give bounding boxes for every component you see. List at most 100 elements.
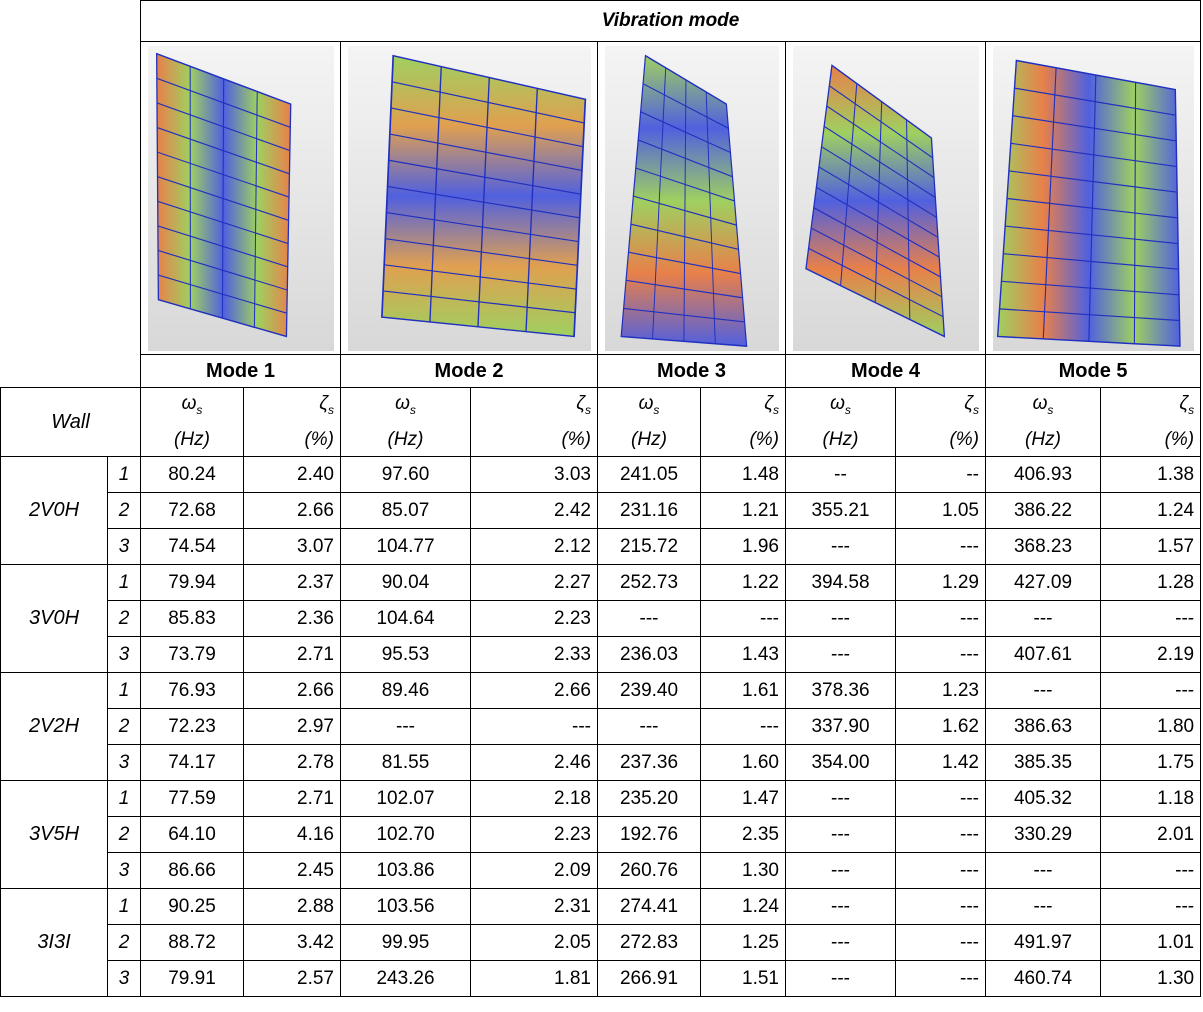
frequency-value: 80.24 (141, 457, 244, 493)
column-header: ζs(%) (244, 388, 341, 457)
damping-value: 1.21 (701, 493, 786, 529)
damping-value: 1.60 (701, 745, 786, 781)
frequency-value: -- (786, 457, 896, 493)
frequency-value: 90.04 (341, 565, 471, 601)
damping-value: 1.80 (1101, 709, 1201, 745)
frequency-value: 88.72 (141, 925, 244, 961)
damping-value: 2.27 (471, 565, 598, 601)
specimen-index: 3 (108, 529, 141, 565)
subscript: s (585, 403, 591, 417)
symbol: ω (1033, 393, 1048, 414)
frequency-value: 85.83 (141, 601, 244, 637)
damping-value: 2.18 (471, 781, 598, 817)
damping-value: 2.45 (244, 853, 341, 889)
frequency-value: 77.59 (141, 781, 244, 817)
damping-value: 1.29 (896, 565, 986, 601)
damping-value: 2.78 (244, 745, 341, 781)
symbol: ω (830, 393, 845, 414)
damping-value: 1.96 (701, 529, 786, 565)
frequency-value: 385.35 (986, 745, 1101, 781)
specimen-index: 1 (108, 889, 141, 925)
frequency-value: 97.60 (341, 457, 471, 493)
frequency-value: 241.05 (598, 457, 701, 493)
frequency-value: 76.93 (141, 673, 244, 709)
specimen-index: 2 (108, 925, 141, 961)
damping-value: 1.24 (701, 889, 786, 925)
column-header: ωs(Hz) (986, 388, 1101, 457)
subscript: s (773, 403, 779, 417)
damping-value: 2.35 (701, 817, 786, 853)
frequency-value: 104.64 (341, 601, 471, 637)
frequency-value: 72.68 (141, 493, 244, 529)
damping-value: 2.09 (471, 853, 598, 889)
damping-value: 1.23 (896, 673, 986, 709)
subscript: s (1188, 403, 1194, 417)
title-row: Vibration mode (1, 1, 1201, 42)
damping-value: 2.40 (244, 457, 341, 493)
frequency-value: 368.23 (986, 529, 1101, 565)
damping-value: --- (896, 637, 986, 673)
column-header: ωs(Hz) (341, 388, 471, 457)
unit: (%) (304, 429, 334, 450)
symbol: ζ (964, 393, 973, 414)
mode-label: Mode 5 (986, 355, 1201, 388)
damping-value: 2.66 (471, 673, 598, 709)
frequency-value: 102.70 (341, 817, 471, 853)
damping-value: 3.03 (471, 457, 598, 493)
frequency-value: 243.26 (341, 961, 471, 997)
damping-value: --- (1101, 853, 1201, 889)
damping-value: --- (896, 925, 986, 961)
wall-header: Wall (1, 388, 141, 457)
frequency-value: 355.21 (786, 493, 896, 529)
wall-name: 3V0H (1, 565, 108, 673)
frequency-value: 330.29 (986, 817, 1101, 853)
frequency-value: --- (986, 889, 1101, 925)
damping-value: 4.16 (244, 817, 341, 853)
damping-value: --- (896, 817, 986, 853)
damping-value: 1.28 (1101, 565, 1201, 601)
frequency-value: 99.95 (341, 925, 471, 961)
frequency-value: 103.86 (341, 853, 471, 889)
damping-value: --- (896, 961, 986, 997)
frequency-value: --- (986, 853, 1101, 889)
frequency-value: 378.36 (786, 673, 896, 709)
damping-value: 2.88 (244, 889, 341, 925)
unit: (Hz) (174, 429, 210, 450)
damping-value: --- (896, 853, 986, 889)
image-cell (986, 42, 1201, 355)
damping-value: 1.75 (1101, 745, 1201, 781)
damping-value: --- (701, 601, 786, 637)
damping-value: 2.31 (471, 889, 598, 925)
specimen-index: 1 (108, 565, 141, 601)
frequency-value: 95.53 (341, 637, 471, 673)
frequency-value: 337.90 (786, 709, 896, 745)
frequency-value: 79.94 (141, 565, 244, 601)
frequency-value: 74.17 (141, 745, 244, 781)
specimen-index: 1 (108, 781, 141, 817)
symbol: ζ (576, 393, 585, 414)
frequency-value: 73.79 (141, 637, 244, 673)
specimen-index: 3 (108, 637, 141, 673)
damping-value: 2.05 (471, 925, 598, 961)
frequency-value: 235.20 (598, 781, 701, 817)
symbol: ω (639, 393, 654, 414)
frequency-value: --- (986, 601, 1101, 637)
column-header: ζs(%) (471, 388, 598, 457)
damping-value: 2.42 (471, 493, 598, 529)
wall-name: 3I3I (1, 889, 108, 997)
specimen-index: 3 (108, 961, 141, 997)
damping-value: 1.38 (1101, 457, 1201, 493)
frequency-value: --- (598, 601, 701, 637)
frequency-value: --- (786, 889, 896, 925)
mode-shape-image (793, 46, 979, 351)
frequency-value: 86.66 (141, 853, 244, 889)
unit: (%) (1165, 429, 1195, 450)
specimen-index: 2 (108, 817, 141, 853)
subscript: s (973, 403, 979, 417)
damping-value: --- (1101, 889, 1201, 925)
column-header: ωs(Hz) (141, 388, 244, 457)
column-header: ζs(%) (701, 388, 786, 457)
damping-value: 1.30 (1101, 961, 1201, 997)
specimen-index: 1 (108, 673, 141, 709)
